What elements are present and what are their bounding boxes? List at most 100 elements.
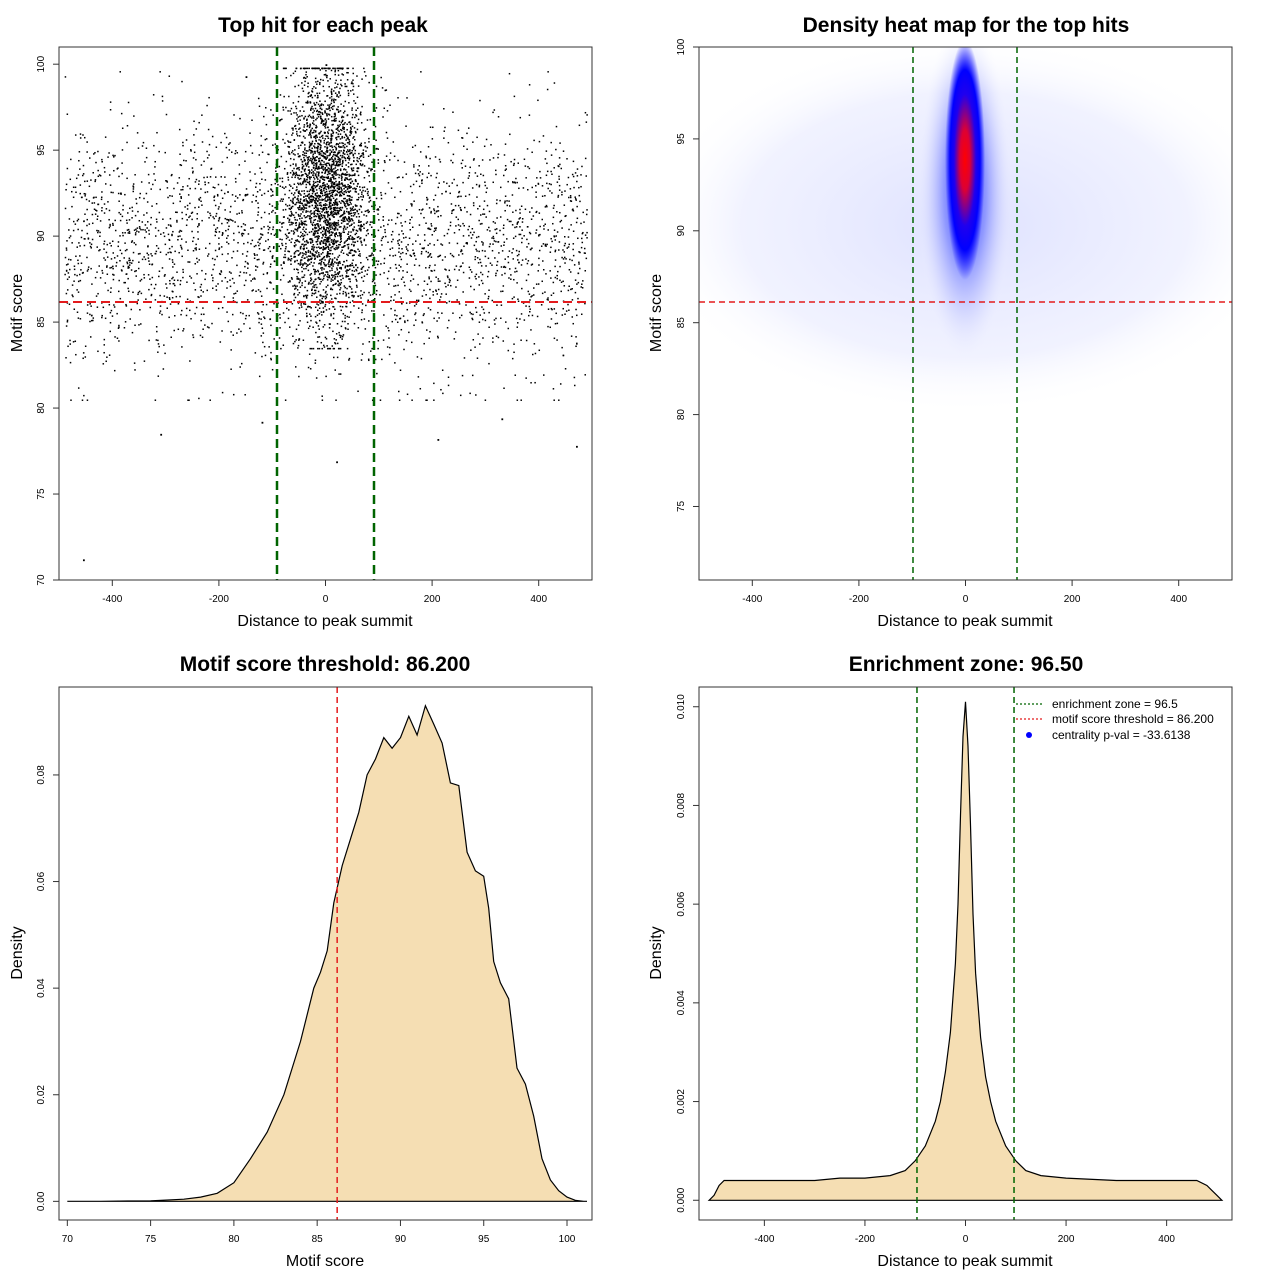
scatter-point <box>154 252 157 255</box>
scatter-point <box>289 224 291 226</box>
scatter-point <box>502 266 505 268</box>
scatter-point <box>337 173 339 176</box>
scatter-point <box>338 145 340 148</box>
scatter-point <box>86 232 89 235</box>
scatter-point <box>314 292 317 294</box>
scatter-point <box>395 267 398 269</box>
scatter-point <box>387 223 389 226</box>
scatter-point <box>433 209 436 212</box>
scatter-point <box>154 179 156 181</box>
scatter-point <box>544 243 547 246</box>
scatter-point <box>147 221 149 223</box>
scatter-point <box>282 312 285 314</box>
scatter-point <box>96 218 99 220</box>
scatter-point <box>521 221 524 223</box>
scatter-point <box>179 200 181 203</box>
scatter-point <box>458 191 460 194</box>
scatter-point <box>311 257 313 259</box>
scatter-point <box>75 353 77 356</box>
scatter-point <box>179 153 181 155</box>
scatter-point <box>326 147 328 150</box>
scatter-point <box>477 333 479 335</box>
scatter-point <box>315 195 318 197</box>
scatter-point <box>307 150 309 152</box>
scatter-point <box>311 122 314 124</box>
scatter-point <box>423 342 425 345</box>
scatter-point <box>317 290 320 293</box>
scatter-point <box>478 321 481 323</box>
scatter-point <box>430 212 432 214</box>
scatter-point <box>477 262 480 264</box>
scatter-point <box>151 276 154 279</box>
scatter-point <box>188 216 190 219</box>
scatter-point <box>340 129 343 132</box>
scatter-point <box>428 337 430 339</box>
scatter-point <box>311 187 313 189</box>
scatter-point <box>293 216 296 219</box>
scatter-point <box>559 279 561 282</box>
scatter-point <box>316 240 319 242</box>
scatter-point <box>380 226 382 228</box>
scatter-point <box>337 235 339 237</box>
scatter-point <box>496 199 498 201</box>
scatter-point <box>317 80 319 83</box>
scatter-point <box>354 241 356 243</box>
scatter-point <box>539 170 541 173</box>
scatter-point <box>488 362 490 365</box>
scatter-point <box>306 76 308 78</box>
scatter-point <box>303 199 305 201</box>
scatter-point <box>318 159 321 162</box>
scatter-point <box>94 180 96 183</box>
scatter-point <box>127 287 129 290</box>
scatter-point <box>331 258 334 261</box>
scatter-point <box>468 234 470 237</box>
scatter-point <box>400 302 403 304</box>
scatter-point <box>88 200 91 202</box>
scatter-point <box>329 149 331 151</box>
scatter-point <box>565 258 567 260</box>
scatter-point <box>513 343 515 345</box>
scatter-point <box>585 213 588 216</box>
scatter-point <box>437 278 440 280</box>
scatter-point <box>110 309 113 312</box>
scatter-point <box>459 225 462 227</box>
scatter-point <box>350 215 353 217</box>
scatter-point <box>80 269 82 271</box>
scatter-point <box>381 87 384 89</box>
scatter-point <box>327 104 329 106</box>
scatter-point <box>290 206 293 209</box>
scatter-point <box>488 210 491 213</box>
scatter-point <box>426 176 429 179</box>
scatter-point <box>204 181 206 183</box>
scatter-point <box>448 319 450 322</box>
scatter-point <box>285 203 287 206</box>
scatter-point <box>400 214 402 217</box>
scatter-point <box>307 269 310 272</box>
scatter-point <box>470 237 473 239</box>
scatter-point <box>434 156 437 158</box>
scatter-point <box>107 289 109 292</box>
scatter-point <box>303 117 305 119</box>
scatter-point <box>226 281 229 283</box>
scatter-point <box>456 242 459 245</box>
scatter-point <box>292 222 294 224</box>
scatter-point <box>346 287 348 290</box>
scatter-point <box>470 312 473 315</box>
scatter-point <box>326 176 328 179</box>
scatter-point <box>425 399 427 401</box>
scatter-point <box>232 220 234 222</box>
scatter-point <box>86 256 88 259</box>
scatter-point <box>334 297 336 299</box>
scatter-point <box>405 236 407 239</box>
scatter-point <box>319 241 321 243</box>
scatter-point <box>504 209 506 212</box>
scatter-point <box>444 256 446 258</box>
scatter-point <box>418 224 421 226</box>
scatter-point <box>481 318 484 321</box>
scatter-point <box>345 191 347 194</box>
scatter-point <box>385 325 387 328</box>
scatter-point <box>346 200 349 202</box>
scatter-point <box>333 115 336 118</box>
scatter-point <box>504 266 507 269</box>
scatter-point <box>573 376 576 379</box>
